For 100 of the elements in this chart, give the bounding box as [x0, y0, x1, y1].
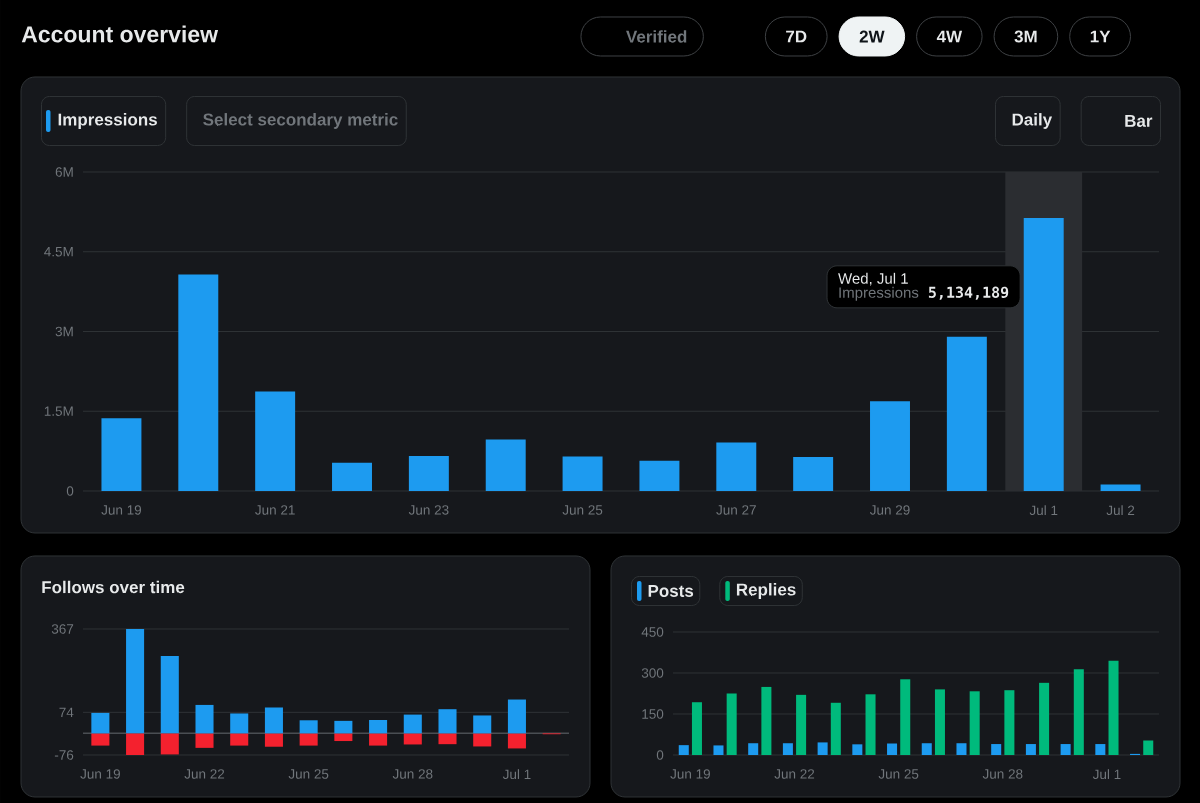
bar [485, 439, 526, 491]
bar [956, 743, 967, 755]
x-tick-label: Jun 19 [80, 769, 120, 779]
bar [726, 693, 737, 755]
x-tick-label: Jul 1 [502, 769, 531, 780]
bar [1025, 744, 1036, 755]
bar [299, 733, 318, 746]
bar [438, 733, 457, 745]
bar [334, 720, 353, 734]
x-tick-label: Jun 27 [716, 505, 756, 515]
bar [507, 699, 526, 734]
bar [870, 401, 910, 491]
bar [403, 714, 422, 734]
y-tick-label: 450 [641, 627, 664, 637]
bar [946, 336, 987, 491]
text: Bar [1125, 115, 1153, 127]
x-tick-label: Jun 19 [101, 505, 142, 515]
bar [793, 456, 834, 491]
bar [195, 704, 214, 734]
bar [230, 713, 249, 734]
annotation: Wed, Jul 1 [838, 272, 908, 286]
bar [678, 745, 689, 755]
x-tick-label: Jun 19 [670, 769, 710, 779]
bar [1039, 682, 1050, 755]
legend-label: Impressions [58, 113, 157, 129]
text: 4W [936, 30, 963, 43]
y-tick-label: -76 [54, 750, 74, 760]
bar [334, 733, 353, 742]
chart-title: Follows over time [42, 580, 185, 594]
bar [473, 715, 492, 734]
bar [1143, 740, 1154, 755]
y-tick-label: 0 [656, 750, 664, 760]
legend-label: Replies [736, 583, 796, 599]
text: Impressions [839, 286, 919, 301]
bar [639, 460, 680, 491]
annotation: 5,134,189 [928, 286, 1009, 300]
bar [830, 702, 841, 755]
bar [796, 694, 807, 755]
x-tick-label: Jun 22 [774, 769, 815, 779]
text: 7D [786, 30, 807, 43]
x-tick-label: Jun 25 [288, 769, 329, 779]
text: 3M [1014, 30, 1037, 43]
y-tick-label: 150 [642, 709, 664, 719]
y-tick-label: 1.5M [44, 406, 73, 416]
bar [403, 733, 422, 745]
x-tick-label: Jun 21 [255, 505, 295, 515]
bar [782, 743, 793, 755]
bar [473, 733, 492, 747]
bar [887, 743, 898, 755]
bar [255, 391, 296, 491]
bar [264, 707, 283, 734]
bar [865, 694, 876, 755]
bar [369, 733, 388, 746]
y-tick-label: 0 [66, 486, 74, 496]
bar [921, 743, 932, 755]
bar [230, 733, 249, 746]
x-tick-label: Jun 22 [184, 769, 225, 779]
bar [264, 733, 283, 747]
bar [969, 691, 980, 755]
bar [91, 712, 110, 734]
x-tick-label: Jun 28 [982, 769, 1023, 779]
bar [160, 733, 179, 755]
bar [178, 274, 219, 491]
bar [991, 744, 1002, 755]
bar [160, 656, 179, 734]
y-tick-label: 74 [59, 707, 74, 717]
bar [934, 689, 945, 755]
x-tick-label: Jul 1 [1092, 769, 1121, 780]
bar [408, 455, 449, 491]
bar [562, 456, 603, 491]
bar [691, 702, 702, 755]
x-tick-label: Jul 1 [1029, 505, 1058, 516]
y-tick-label: 300 [641, 668, 664, 678]
bar [126, 628, 145, 734]
text: 1Y [1090, 30, 1111, 43]
bar [1004, 690, 1015, 755]
bar [852, 744, 863, 755]
bar [761, 686, 772, 755]
text: Verified [626, 30, 687, 43]
bar [817, 742, 828, 755]
y-tick-label: 367 [51, 624, 74, 634]
bar [1073, 669, 1084, 755]
x-tick-label: Jun 23 [408, 505, 449, 515]
bar [507, 733, 526, 749]
bar [716, 442, 757, 491]
bar [1108, 660, 1119, 755]
bar [369, 720, 388, 734]
bar [1095, 744, 1106, 755]
x-tick-label: Jun 25 [878, 769, 919, 779]
legend-label: Posts [648, 585, 694, 597]
x-tick-label: Jun 28 [392, 769, 433, 779]
bar [195, 733, 214, 748]
y-tick-label: 6M [55, 167, 73, 177]
text: 2W [859, 30, 885, 43]
y-tick-label: 3M [55, 326, 73, 337]
bar [713, 745, 724, 755]
bar [91, 733, 110, 746]
bar [1100, 484, 1141, 491]
text: Account overview [21, 25, 219, 43]
x-tick-label: Jun 25 [562, 505, 603, 515]
